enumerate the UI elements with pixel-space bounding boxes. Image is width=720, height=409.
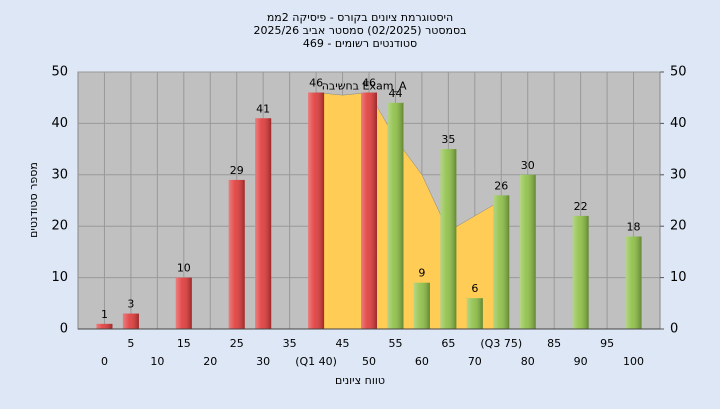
value-label: 26 — [494, 179, 508, 192]
y2-tick-label: 30 — [670, 167, 687, 182]
x-tick-label: 100 — [623, 355, 644, 368]
bar-shade — [308, 92, 325, 329]
y2-tick-label: 20 — [670, 219, 687, 234]
x-tick-label: 90 — [574, 355, 588, 368]
x-tick-label: 50 — [362, 355, 376, 368]
area-label: Exam_A בחשיבה — [322, 80, 407, 93]
y-tick-label: 10 — [51, 270, 68, 285]
x-tick-label: 85 — [547, 337, 561, 350]
y2-tick-label: 40 — [670, 116, 687, 131]
x-tick-label: 10 — [150, 355, 164, 368]
x-axis-label: טווח ציונים — [335, 374, 385, 387]
bar-shade — [466, 298, 483, 329]
x-tick-label: (Q1 40) — [295, 355, 337, 368]
x-tick-label: 0 — [101, 355, 108, 368]
y-tick-label: 20 — [51, 219, 68, 234]
title-line: סטודנטים רשומים - 469 — [303, 37, 417, 50]
value-label: 29 — [230, 164, 244, 177]
bar-shade — [625, 236, 642, 329]
y2-tick-label: 10 — [670, 270, 687, 285]
value-label: 1 — [101, 308, 108, 321]
y2-tick-label: 0 — [670, 322, 678, 337]
bar-shade — [413, 282, 430, 329]
bar-shade — [228, 179, 245, 329]
x-tick-label: 30 — [256, 355, 270, 368]
value-label: 46 — [309, 77, 323, 90]
bar-shade — [96, 323, 113, 329]
value-label: 6 — [471, 282, 478, 295]
bar-shade — [361, 92, 377, 329]
bar-shade — [387, 102, 404, 329]
title-line: היסטוגרמת ציונים בקורס - פיסיקה 2ממ — [267, 11, 453, 24]
value-label: 9 — [418, 267, 425, 280]
title-line: בסמסטר (02/2025) סמסטר אביב 2025/26 — [253, 24, 466, 37]
value-label: 44 — [388, 87, 402, 100]
x-tick-label: 80 — [521, 355, 535, 368]
y-tick-label: 40 — [51, 116, 68, 131]
bar-shade — [493, 195, 510, 329]
bar-shade — [572, 215, 589, 329]
x-tick-label: 65 — [441, 337, 455, 350]
x-tick-label: 20 — [203, 355, 217, 368]
bar-shade — [122, 313, 139, 329]
x-tick-label: 45 — [336, 337, 350, 350]
y2-tick-label: 50 — [670, 65, 687, 80]
value-label: 22 — [574, 200, 588, 213]
bar-shade — [255, 118, 272, 329]
value-label: 41 — [256, 102, 270, 115]
x-tick-label: 25 — [230, 337, 244, 350]
bar-shade — [440, 149, 457, 329]
x-tick-label: 15 — [177, 337, 191, 350]
value-label: 18 — [627, 220, 641, 233]
bar-shade — [519, 174, 536, 329]
x-tick-label: 35 — [283, 337, 297, 350]
x-tick-label: 95 — [600, 337, 614, 350]
value-label: 30 — [521, 159, 535, 172]
value-label: 10 — [177, 262, 191, 275]
x-tick-label: (Q3 75) — [480, 337, 522, 350]
x-tick-label: 5 — [127, 337, 134, 350]
y-tick-label: 30 — [51, 167, 68, 182]
value-label: 46 — [362, 77, 376, 90]
bar-shade — [175, 277, 192, 329]
y-axis-label: מספר סטודנטים — [27, 162, 40, 238]
x-tick-label: 55 — [388, 337, 402, 350]
value-label: 35 — [441, 133, 455, 146]
x-tick-label: 60 — [415, 355, 429, 368]
x-tick-label: 70 — [468, 355, 482, 368]
y-tick-label: 0 — [60, 322, 68, 337]
value-label: 3 — [127, 298, 134, 311]
y-tick-label: 50 — [51, 65, 68, 80]
